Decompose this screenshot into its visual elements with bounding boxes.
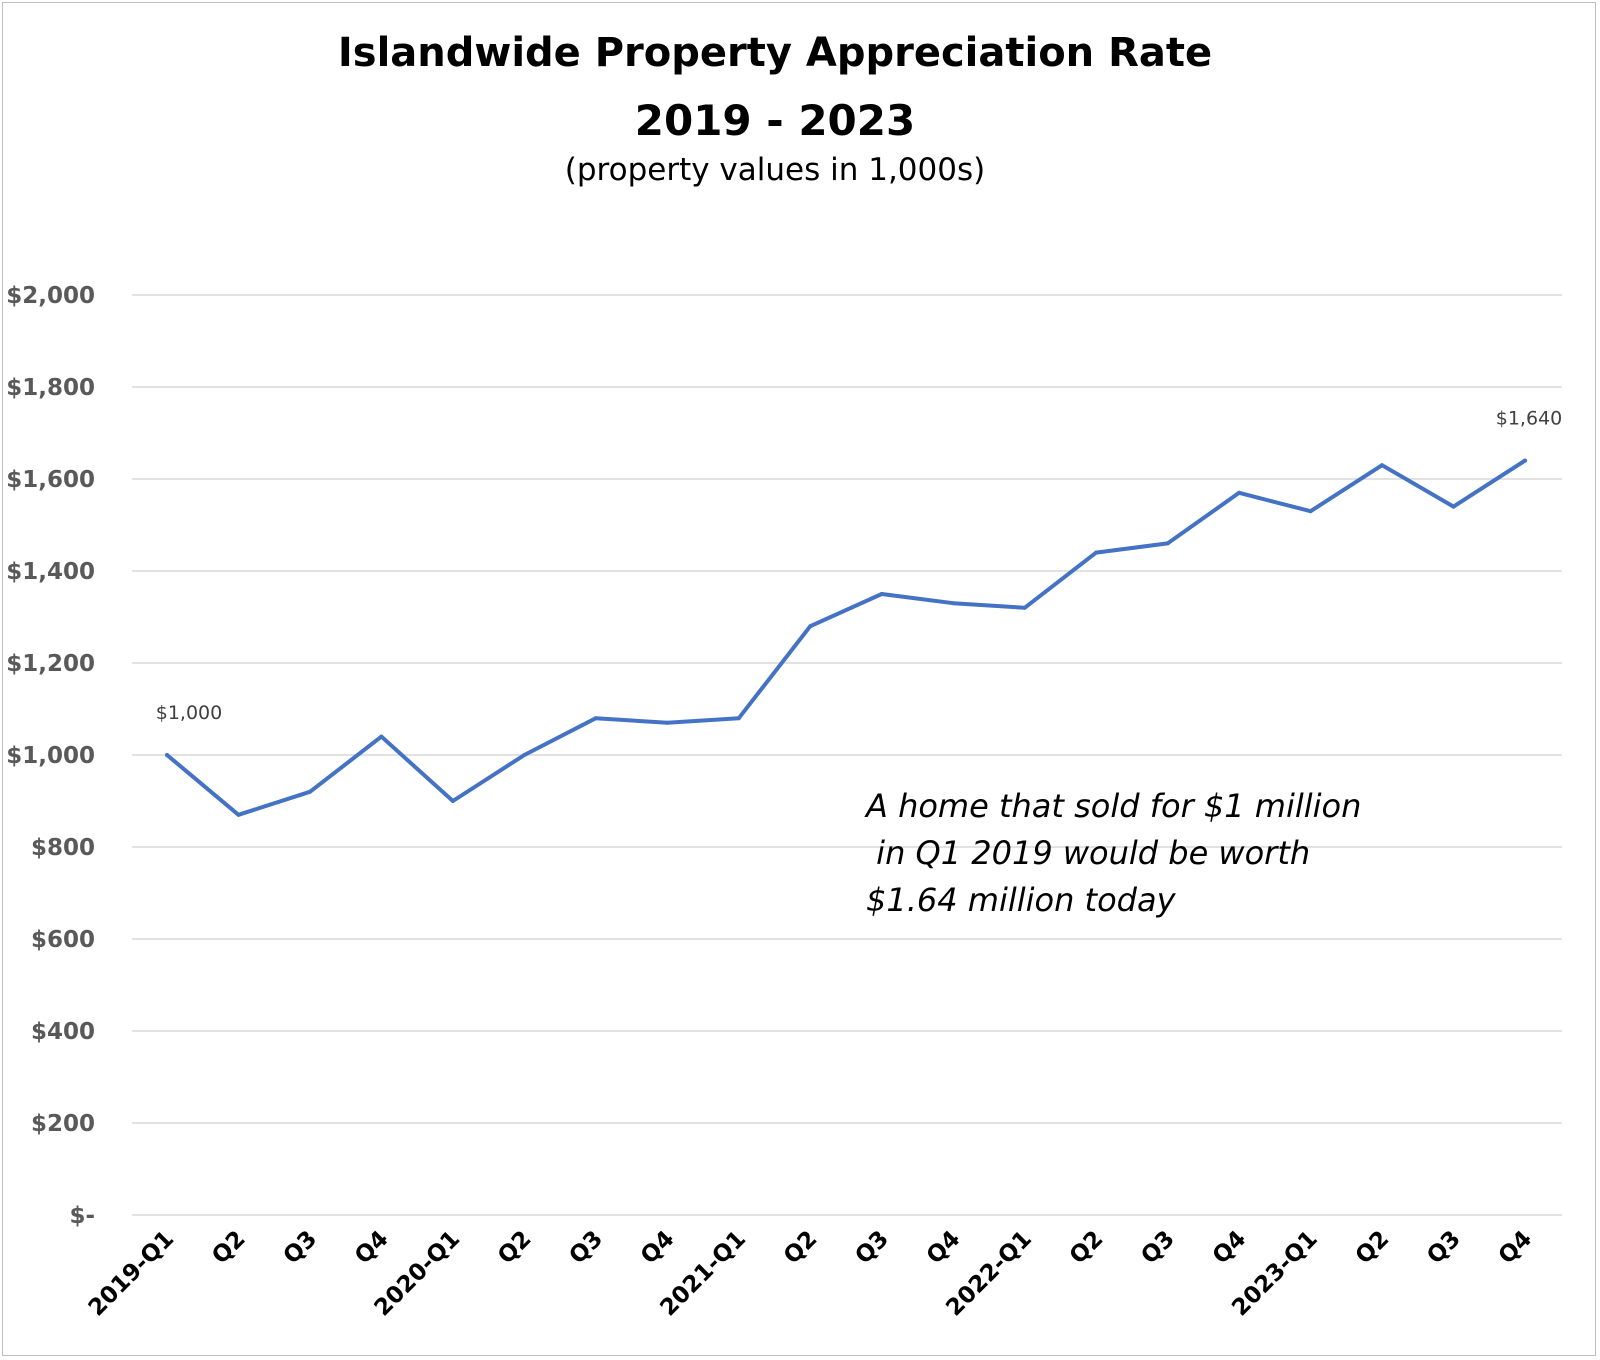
data-point [450, 799, 455, 803]
data-point [307, 789, 312, 794]
x-tick-label: Q3 [279, 1226, 323, 1270]
data-point [165, 753, 169, 757]
y-tick-label: $1,600 [6, 467, 95, 493]
data-point [1380, 463, 1385, 468]
data-point [1022, 605, 1027, 610]
data-point [236, 812, 241, 817]
chart-title: Islandwide Property Appreciation Rate [337, 30, 1213, 76]
series-line [165, 458, 1527, 817]
data-point [808, 624, 813, 629]
data-point [379, 734, 384, 739]
x-tick-label: Q4 [636, 1226, 680, 1270]
data-point [1523, 458, 1527, 463]
data-point [879, 592, 884, 596]
x-tick-label: Q3 [1422, 1226, 1466, 1270]
x-tick-label: Q2 [1351, 1226, 1395, 1270]
y-tick-label: $600 [31, 927, 95, 953]
x-tick-label: Q4 [1208, 1226, 1252, 1270]
data-point [1094, 550, 1099, 555]
x-tick-label: Q2 [779, 1226, 823, 1270]
data-point [593, 716, 598, 721]
data-label: $1,000 [156, 702, 222, 724]
y-tick-label: $1,000 [6, 743, 95, 769]
data-label: $1,640 [1496, 408, 1562, 430]
x-tick-label: Q4 [350, 1226, 394, 1270]
data-point [1165, 541, 1170, 546]
x-tick-label: Q2 [1065, 1226, 1109, 1270]
y-tick-label: $1,400 [6, 559, 95, 585]
x-tick-label: 2019-Q1 [84, 1226, 180, 1322]
y-tick-label: $200 [31, 1111, 95, 1137]
x-tick-label: Q2 [493, 1226, 537, 1270]
data-point [1308, 509, 1313, 514]
data-point [736, 716, 741, 721]
chart-subtitle: (property values in 1,000s) [564, 152, 986, 188]
data-point [951, 601, 956, 606]
x-tick-label: Q3 [850, 1226, 894, 1270]
x-tick-label: Q2 [207, 1226, 251, 1270]
y-tick-label: $1,800 [6, 375, 95, 401]
y-tick-label: $1,200 [6, 651, 95, 677]
chart-annotation: A home that sold for $1 million in Q1 20… [866, 787, 1362, 919]
data-point [1451, 504, 1456, 509]
x-tick-label: Q3 [565, 1226, 609, 1270]
chart-title-years: 2019 - 2023 [634, 96, 916, 145]
y-tick-label: $400 [31, 1019, 95, 1045]
data-point [522, 753, 527, 757]
x-tick-label: Q4 [922, 1226, 966, 1270]
data-point [665, 720, 670, 725]
y-tick-label: $800 [31, 835, 95, 861]
x-tick-label: Q4 [1494, 1226, 1538, 1270]
y-tick-label: $2,000 [6, 283, 95, 309]
data-point [1237, 490, 1242, 495]
x-tick-label: Q3 [1136, 1226, 1180, 1270]
y-tick-label: $- [69, 1203, 95, 1229]
